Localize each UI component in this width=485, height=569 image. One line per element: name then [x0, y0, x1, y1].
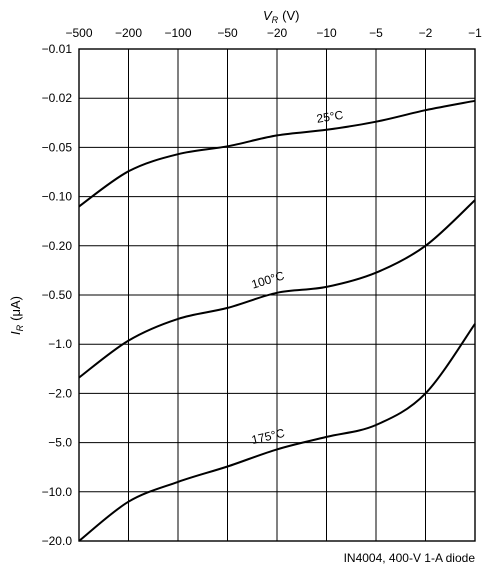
- series-label-2: 175°C: [250, 426, 286, 447]
- x-tick-label: −50: [217, 26, 238, 40]
- y-tick-label: −5.0: [48, 436, 72, 450]
- y-axis-title: IR(μA): [8, 296, 25, 335]
- y-tick-label: −1.0: [48, 337, 72, 351]
- x-tick-label: −5: [369, 26, 383, 40]
- x-tick-label: −500: [65, 26, 92, 40]
- y-tick-label: −0.05: [42, 140, 73, 154]
- y-tick-label: −0.02: [42, 91, 73, 105]
- y-tick-label: −0.20: [42, 239, 73, 253]
- series-line-1: [78, 199, 476, 379]
- y-tick-label: −0.01: [42, 42, 73, 56]
- x-axis-title: VR (V): [263, 8, 300, 25]
- series-line-0: [78, 99, 476, 208]
- series-label-0: 25°C: [316, 108, 345, 126]
- plot-frame: [78, 48, 476, 542]
- grid: [78, 48, 476, 542]
- y-tick-label: −0.10: [42, 190, 73, 204]
- chart-caption: IN4004, 400-V 1-A diode: [344, 551, 476, 565]
- x-tick-label: −10: [316, 26, 337, 40]
- x-tick-labels: −500 −200 −100 −50 −20 −10 −5 −2 −1: [65, 26, 482, 40]
- x-tick-label: −200: [115, 26, 142, 40]
- x-tick-label: −2: [419, 26, 433, 40]
- y-tick-label: −0.50: [42, 288, 73, 302]
- series-label-1: 100°C: [250, 268, 286, 291]
- x-tick-label: −100: [164, 26, 191, 40]
- y-tick-label: −20.0: [42, 534, 73, 548]
- y-tick-label: −10.0: [42, 485, 73, 499]
- curves: [78, 99, 476, 542]
- y-tick-label: −2.0: [48, 386, 72, 400]
- series-line-2: [78, 323, 476, 542]
- curve-labels: 25°C 100°C 175°C: [250, 108, 345, 447]
- x-tick-label: −1: [468, 26, 482, 40]
- y-tick-labels: −0.01 −0.02 −0.05 −0.10 −0.20 −0.50 −1.0 −2.0 −5…: [42, 42, 73, 548]
- x-tick-label: −20: [267, 26, 288, 40]
